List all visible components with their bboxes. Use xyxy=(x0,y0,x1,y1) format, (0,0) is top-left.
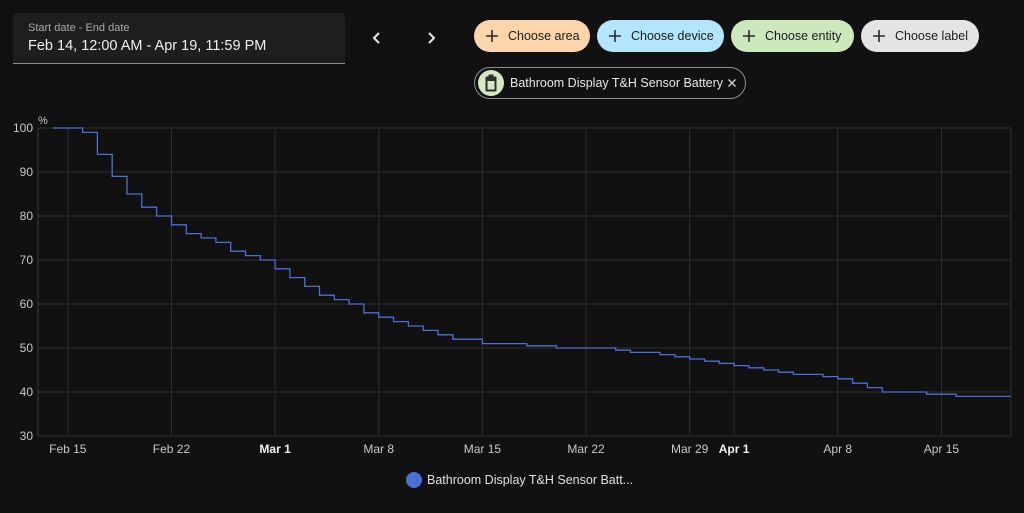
y-tick-label: 60 xyxy=(20,297,34,311)
next-period-button[interactable] xyxy=(416,23,446,53)
x-tick-label: Mar 29 xyxy=(671,442,709,456)
x-tick-label: Apr 8 xyxy=(823,442,852,456)
date-range-label: Start date - End date xyxy=(28,22,130,34)
history-chart: 30 40 50 60 70 80 90 100 % Feb 15 Feb 22 Mar 1 Mar 8… xyxy=(13,115,1012,456)
y-tick-label: 40 xyxy=(20,385,34,399)
choose-entity-label: Choose entity xyxy=(765,29,842,43)
x-tick-label: Feb 15 xyxy=(49,442,87,456)
battery-icon xyxy=(485,74,497,92)
selected-entity-name: Bathroom Display T&H Sensor Battery xyxy=(510,76,724,90)
x-tick-label: Feb 22 xyxy=(153,442,191,456)
previous-period-button[interactable] xyxy=(362,23,392,53)
entity-avatar xyxy=(478,70,504,96)
choose-device-chip[interactable]: Choose device xyxy=(597,20,724,52)
chevron-right-icon xyxy=(428,32,436,44)
date-range-value: Feb 14, 12:00 AM - Apr 19, 11:59 PM xyxy=(28,38,267,54)
selected-entity-chip[interactable]: Bathroom Display T&H Sensor Battery xyxy=(474,67,746,99)
y-tick-label: 90 xyxy=(20,165,34,179)
y-tick-label: 50 xyxy=(20,341,34,355)
choose-area-chip[interactable]: Choose area xyxy=(474,20,590,52)
y-tick-label: 80 xyxy=(20,209,34,223)
choose-area-label: Choose area xyxy=(508,29,580,43)
date-range-picker[interactable]: Start date - End date Feb 14, 12:00 AM -… xyxy=(13,13,345,64)
plus-icon xyxy=(486,30,498,42)
choose-entity-chip[interactable]: Choose entity xyxy=(731,20,854,52)
x-tick-label: Mar 15 xyxy=(464,442,502,456)
x-tick-label: Mar 22 xyxy=(567,442,605,456)
x-tick-label: Apr 15 xyxy=(924,442,960,456)
battery-series-line xyxy=(53,127,1011,398)
y-tick-label: 30 xyxy=(20,429,34,443)
choose-label-chip[interactable]: Choose label xyxy=(861,20,979,52)
y-tick-label: 70 xyxy=(20,253,34,267)
y-tick-label: 100 xyxy=(13,121,33,135)
plus-icon xyxy=(873,30,885,42)
x-tick-label: Apr 1 xyxy=(719,442,750,456)
plus-icon xyxy=(743,30,755,42)
legend-label: Bathroom Display T&H Sensor Batt... xyxy=(427,473,634,487)
plus-icon xyxy=(609,30,621,42)
x-tick-label: Mar 8 xyxy=(363,442,394,456)
choose-device-label: Choose device xyxy=(631,29,714,43)
chevron-left-icon xyxy=(372,32,380,44)
y-axis-unit: % xyxy=(38,115,48,127)
legend-color-dot xyxy=(406,472,422,488)
x-tick-label: Mar 1 xyxy=(259,442,291,456)
close-icon[interactable] xyxy=(725,76,739,90)
choose-label-label: Choose label xyxy=(895,29,968,43)
chart-legend-item[interactable]: Bathroom Display T&H Sensor Batt... xyxy=(406,470,633,490)
